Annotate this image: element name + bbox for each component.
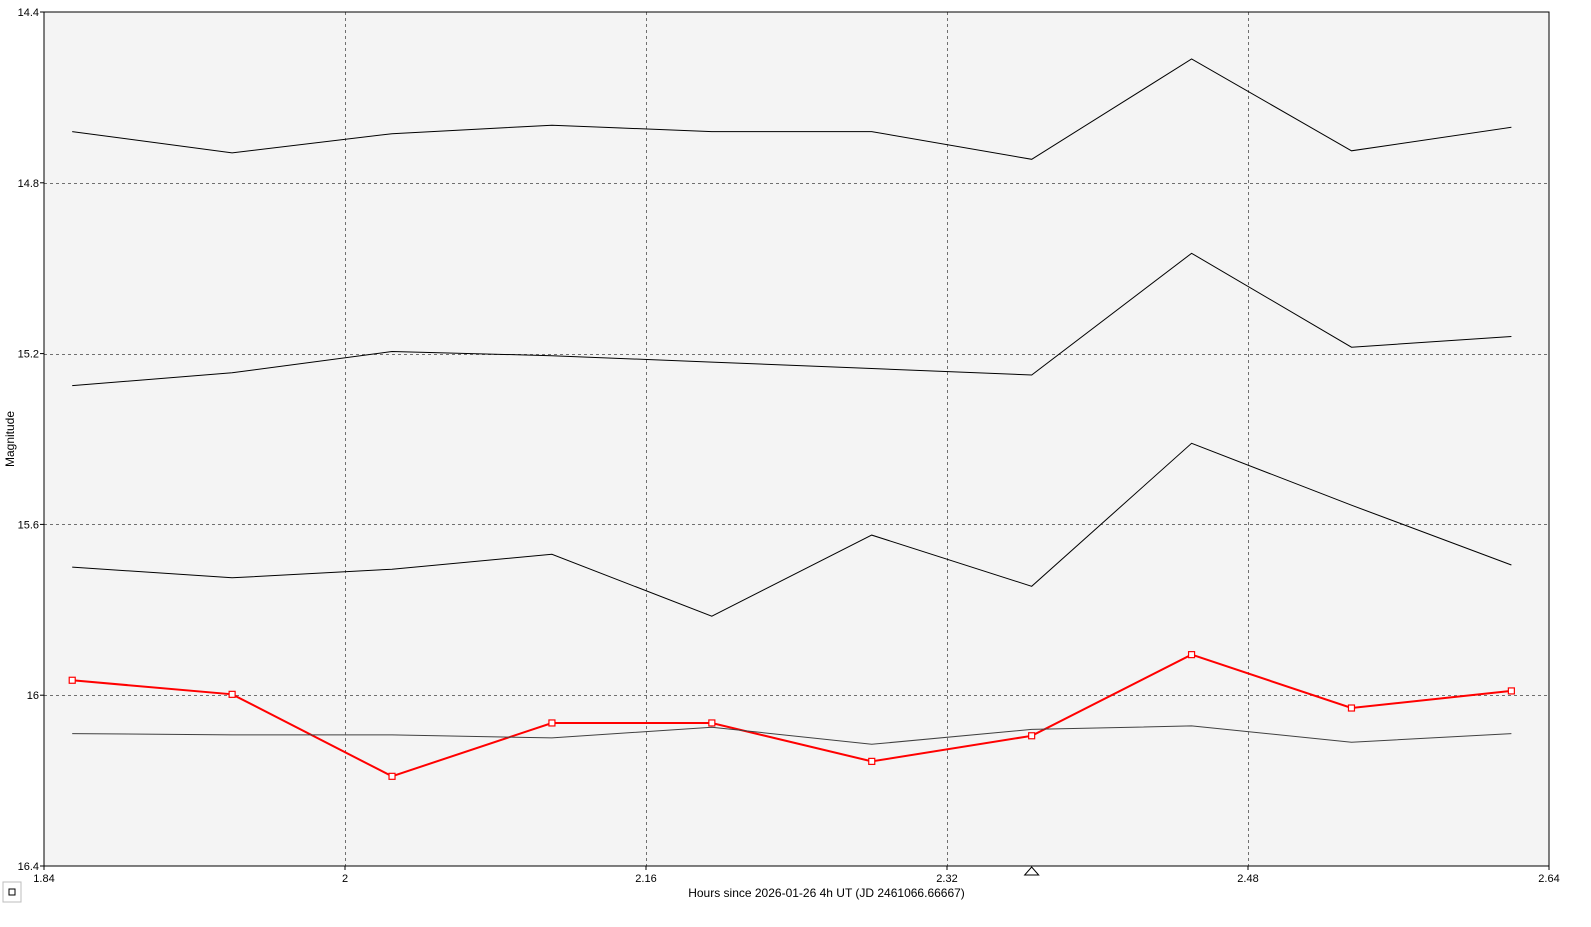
cursor-marker[interactable] — [1023, 866, 1040, 876]
data-point[interactable] — [708, 719, 716, 727]
y-tick-label: 14.8 — [18, 178, 39, 190]
data-point[interactable] — [1187, 651, 1196, 659]
grid-lines — [44, 12, 1549, 866]
legend-toggle-button[interactable] — [2, 881, 22, 903]
x-tick-label: 2.16 — [635, 873, 656, 885]
data-point[interactable] — [1507, 687, 1515, 695]
data-point[interactable] — [388, 772, 396, 780]
y-tick-label: 16.4 — [18, 861, 39, 873]
y-tick-label: 15.6 — [18, 519, 39, 531]
x-tick-label: 1.84 — [33, 873, 54, 885]
x-axis-ticks: 1.84 2 2.16 2.32 2.48 2.64 — [33, 866, 1560, 885]
series-line — [72, 252, 1512, 387]
plot-background — [44, 12, 1549, 866]
series-5 — [72, 725, 1512, 745]
data-point[interactable] — [68, 676, 76, 684]
data-point[interactable] — [868, 757, 876, 765]
square-icon — [8, 888, 16, 896]
data-point[interactable] — [1028, 732, 1036, 740]
series-line — [72, 725, 1512, 745]
y-axis-ticks: 14.4 14.8 15.2 15.6 16 16.4 — [18, 7, 44, 873]
series-line — [72, 58, 1512, 160]
series-layer — [68, 58, 1515, 780]
data-point[interactable] — [1347, 704, 1356, 712]
x-tick-label: 2.48 — [1237, 873, 1258, 885]
data-point[interactable] — [228, 690, 236, 698]
triangle-marker-icon — [1023, 866, 1040, 876]
series-2 — [72, 252, 1512, 387]
y-tick-label: 16 — [27, 690, 39, 702]
series-line — [72, 442, 1512, 617]
series-1 — [72, 58, 1512, 160]
y-tick-label: 14.4 — [18, 7, 39, 19]
series-3 — [72, 442, 1512, 617]
x-axis-title: Hours since 2026-01-26 4h UT (JD 2461066… — [688, 886, 965, 900]
y-axis-title: Magnitude — [3, 411, 17, 467]
x-tick-label: 2.32 — [936, 873, 957, 885]
data-point[interactable] — [548, 719, 556, 727]
x-tick-label: 2 — [342, 873, 348, 885]
y-tick-label: 15.2 — [18, 349, 39, 361]
x-tick-label: 2.64 — [1538, 873, 1559, 885]
plot-border — [43, 11, 1550, 867]
